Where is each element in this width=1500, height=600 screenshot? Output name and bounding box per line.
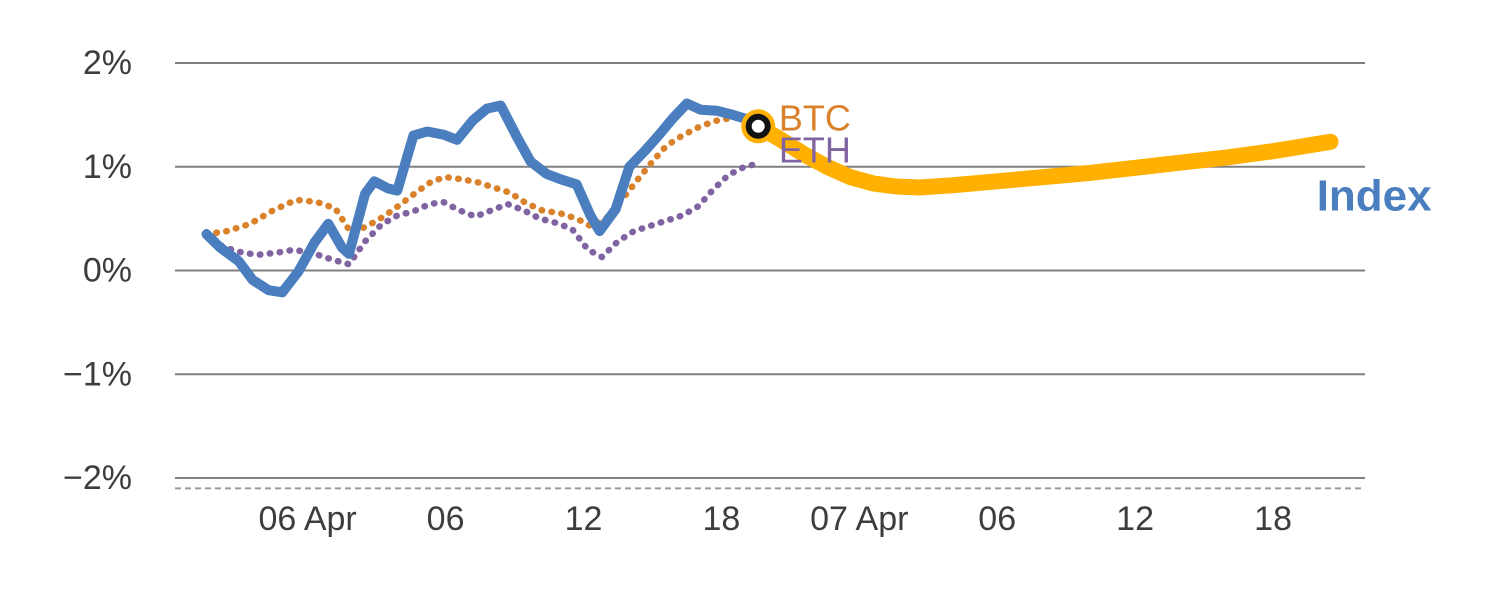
series-index [201,98,764,298]
y-tick-label: −1% [63,355,132,393]
x-tick-label: 06 [978,500,1016,538]
series-btc [203,114,762,238]
x-tick-label: 06 [427,500,465,538]
x-tick-label: 12 [565,500,603,538]
series-index-projection [750,118,1339,196]
y-tick-label: 1% [83,148,132,186]
y-tick-label: 0% [83,252,132,290]
series-label-btc: BTC [779,98,851,139]
series-label-eth: ETH [779,130,851,171]
x-tick-label: 06 Apr [258,500,356,538]
x-tick-label: 18 [1254,500,1292,538]
series-label-index: Index [1317,171,1432,220]
current-point-marker [745,113,771,139]
y-tick-label: −2% [63,459,132,497]
x-tick-label: 12 [1116,500,1154,538]
x-tick-label: 18 [702,500,740,538]
x-tick-label: 07 Apr [810,500,908,538]
y-tick-label: 2% [83,44,132,82]
series-eth [203,160,762,268]
